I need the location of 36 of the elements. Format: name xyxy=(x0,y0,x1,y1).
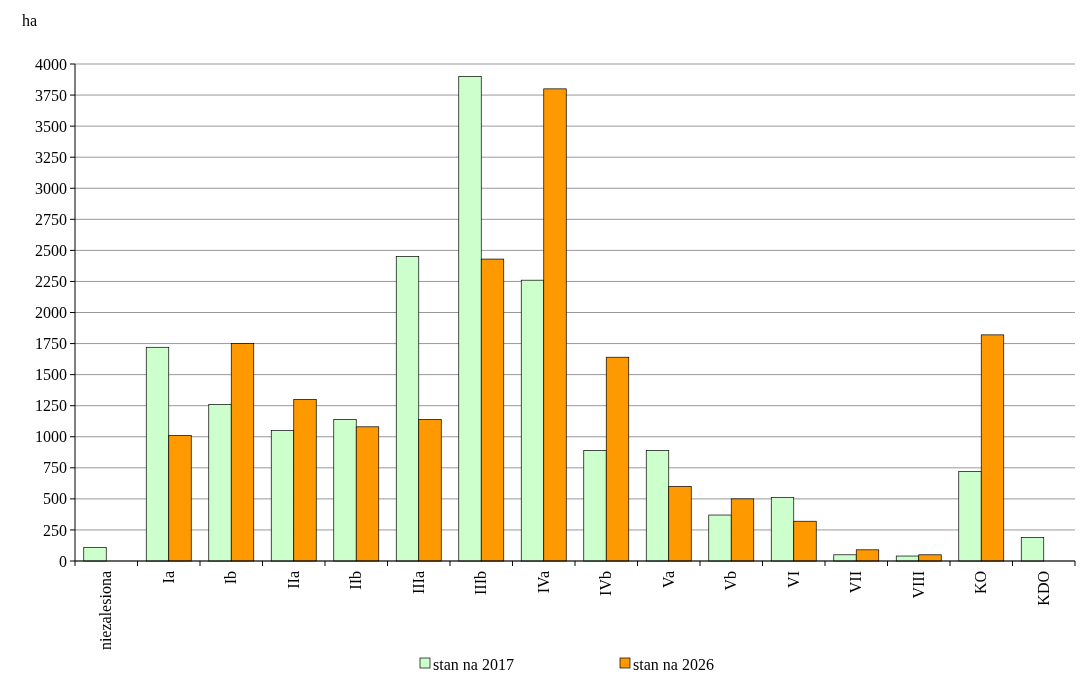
x-tick-label: Va xyxy=(659,571,677,588)
x-tick-label: IIIa xyxy=(409,571,427,595)
y-tick-label: 2250 xyxy=(35,273,67,291)
x-tick-label: VIII xyxy=(909,571,927,599)
x-tick-label: Ib xyxy=(222,571,240,585)
y-axis-title: ha xyxy=(22,12,38,29)
x-tick-label: IIb xyxy=(347,571,365,590)
y-tick-label: 1250 xyxy=(35,397,67,415)
y-tick-label: 250 xyxy=(43,521,67,539)
y-tick-label: 2750 xyxy=(35,210,67,228)
legend-label: stan na 2026 xyxy=(633,655,714,673)
y-tick-label: 1500 xyxy=(35,366,67,384)
y-tick-label: 750 xyxy=(43,459,67,477)
x-tick-label: VI xyxy=(784,571,802,588)
y-tick-label: 3000 xyxy=(35,179,67,197)
x-tick-label: IVa xyxy=(534,571,552,594)
x-tick-label: KDO xyxy=(1034,571,1052,606)
x-tick-label: Ia xyxy=(159,571,177,584)
y-tick-label: 2500 xyxy=(35,241,67,259)
x-tick-label: IIa xyxy=(284,571,302,589)
y-tick-label: 3750 xyxy=(35,86,67,104)
y-tick-label: 1000 xyxy=(35,428,67,446)
y-tick-label: 500 xyxy=(43,490,67,508)
x-tick-label: VII xyxy=(847,571,865,594)
x-tick-label: IIIb xyxy=(472,571,490,595)
x-tick-label: IVb xyxy=(597,571,615,596)
y-tick-label: 0 xyxy=(59,552,67,570)
legend-label: stan na 2017 xyxy=(433,655,514,673)
y-tick-label: 1750 xyxy=(35,335,67,353)
y-tick-label: 3250 xyxy=(35,148,67,166)
x-tick-label: niezalesiona xyxy=(97,571,115,651)
x-tick-label: Vb xyxy=(722,571,740,591)
x-tick-label: KO xyxy=(972,571,990,595)
y-tick-label: 3500 xyxy=(35,117,67,135)
y-tick-label: 4000 xyxy=(35,55,67,73)
y-tick-label: 2000 xyxy=(35,304,67,322)
